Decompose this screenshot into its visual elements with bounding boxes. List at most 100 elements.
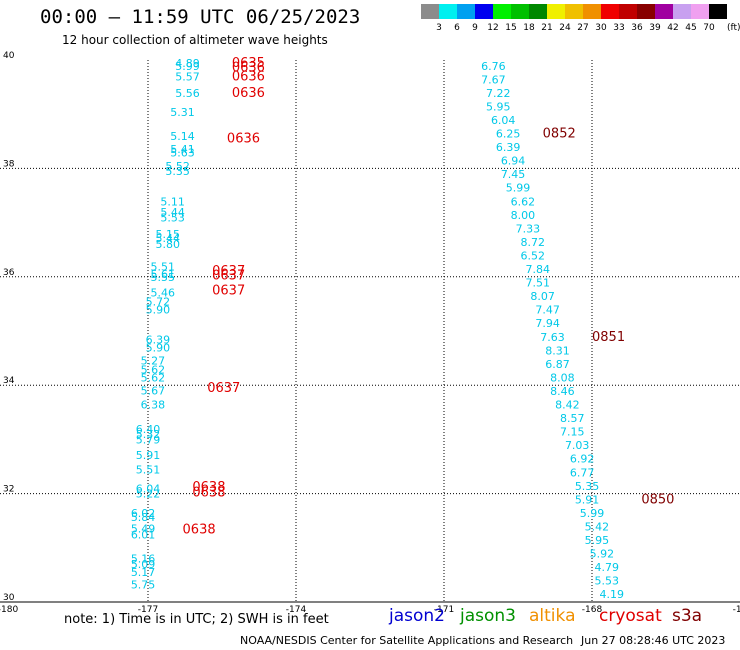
wave-height-label: 5.42: [585, 520, 610, 533]
wave-height-label: 5.95: [585, 534, 610, 547]
satellite-legend-altika: altika: [529, 606, 576, 626]
wave-height-label: 8.07: [530, 290, 555, 303]
x-tick-label: -180: [0, 605, 18, 615]
wave-height-label: 5.99: [506, 182, 531, 195]
wave-height-label: 5.75: [131, 578, 156, 591]
wave-height-label: 5.11: [160, 195, 185, 208]
wave-height-label: 8.08: [550, 371, 575, 384]
legend-swatch: [421, 4, 439, 19]
wave-height-label: 7.67: [481, 73, 506, 86]
wave-height-label: 8.42: [555, 399, 580, 412]
wave-height-label: 6.52: [521, 249, 546, 262]
legend-swatch-label: 9: [472, 23, 478, 33]
footnote: note: 1) Time is in UTC; 2) SWH is in fe…: [64, 612, 329, 627]
legend-swatch-label: 24: [559, 23, 571, 33]
time-label: 0637: [212, 269, 245, 284]
wave-height-label: 5.92: [590, 548, 615, 561]
wave-height-label: 5.62: [141, 371, 166, 384]
wave-height-label: 6.40: [136, 423, 161, 436]
wave-height-label: 5.44: [160, 206, 185, 219]
y-tick-label: 36: [3, 268, 15, 278]
x-tick-label: -174: [286, 605, 307, 615]
legend-swatch: [619, 4, 637, 19]
wave-height-label: 6.76: [481, 60, 506, 73]
legend-swatch: [601, 4, 619, 19]
wave-height-label: 5.57: [175, 71, 200, 84]
x-tick-label: -171: [434, 605, 454, 615]
legend-swatch: [565, 4, 583, 19]
time-label: 0852: [543, 127, 576, 142]
legend-swatch-label: 36: [631, 23, 643, 33]
wave-height-label: 7.47: [535, 304, 560, 317]
legend-swatch: [475, 4, 493, 19]
x-tick-label: -177: [138, 605, 158, 615]
legend-swatch: [457, 4, 475, 19]
wave-height-label: 6.87: [545, 358, 570, 371]
legend-swatch: [673, 4, 691, 19]
time-label: 0637: [207, 381, 240, 396]
wave-height-label: 5.35: [165, 165, 190, 178]
time-label: 0636: [232, 86, 265, 101]
time-label: 0636: [232, 70, 265, 85]
x-tick-label: -168: [582, 605, 603, 615]
legend-swatch: [529, 4, 547, 19]
wave-height-label: 6.04: [136, 483, 161, 496]
wave-height-label: 5.95: [486, 100, 511, 113]
wave-height-label: 8.57: [560, 412, 585, 425]
x-tick-label: -16: [733, 605, 740, 615]
wave-height-label: 6.92: [570, 453, 595, 466]
wave-height-label: 7.63: [540, 331, 565, 344]
legend-swatch-label: 6: [454, 23, 460, 33]
legend-swatch: [637, 4, 655, 19]
time-label: 0851: [592, 330, 625, 345]
wave-height-label: 5.91: [575, 493, 600, 506]
wave-height-label: 6.25: [496, 128, 521, 141]
wave-height-label: 6.39: [146, 333, 171, 346]
wave-height-label: 6.94: [501, 155, 526, 168]
time-label: 0637: [212, 284, 245, 299]
wave-height-label: 5.67: [141, 384, 166, 397]
legend-swatch-label: 39: [649, 23, 661, 33]
time-label: 0637: [212, 264, 245, 279]
legend-swatch-label: 15: [505, 23, 517, 33]
time-label: 0635: [232, 56, 265, 71]
timestamp: Jun 27 08:28:46 UTC 2023: [581, 634, 726, 647]
y-tick-label: 32: [3, 485, 14, 495]
wave-height-label: 7.33: [516, 222, 541, 235]
legend-unit: (ft): [727, 23, 740, 33]
wave-height-label: 8.72: [521, 236, 546, 249]
wave-height-label: 5.61: [151, 268, 176, 281]
wave-height-label: 5.90: [146, 342, 171, 355]
wave-height-label: 4.89: [175, 57, 200, 70]
wave-height-label: 7.94: [535, 317, 560, 330]
legend-swatch: [439, 4, 457, 19]
legend-swatch: [493, 4, 511, 19]
wave-height-label: 6.77: [570, 466, 595, 479]
legend-swatch-label: 3: [436, 23, 442, 33]
wave-height-label: 5.46: [151, 286, 176, 299]
y-tick-label: 40: [3, 51, 15, 61]
wave-height-label: 5.51: [136, 464, 161, 477]
satellite-legend-jason2: jason2: [389, 606, 445, 626]
satellite-legend-jason3: jason3: [460, 606, 516, 626]
wave-height-label: 5.80: [155, 238, 180, 251]
wave-height-label: 5.56: [175, 87, 200, 100]
wave-height-label: 6.01: [131, 529, 156, 542]
legend-swatch-label: 45: [685, 23, 697, 33]
legend-swatch-label: 27: [577, 23, 589, 33]
credit-line: NOAA/NESDIS Center for Satellite Applica…: [240, 634, 574, 647]
wave-height-label: 5.62: [141, 363, 166, 376]
wave-height-label: 8.31: [545, 344, 570, 357]
time-label: 0850: [641, 492, 674, 507]
legend-swatch-label: 70: [703, 23, 715, 33]
legend-swatch: [691, 4, 709, 19]
wave-height-label: 5.17: [131, 566, 156, 579]
wave-height-label: 5.09: [131, 558, 156, 571]
legend-swatch: [583, 4, 601, 19]
wave-height-label: 5.90: [146, 304, 171, 317]
wave-height-label: 5.32: [136, 428, 161, 441]
wave-height-label: 5.51: [151, 260, 176, 273]
legend-swatch-label: 30: [595, 23, 607, 33]
wave-height-label: 6.38: [141, 399, 166, 412]
